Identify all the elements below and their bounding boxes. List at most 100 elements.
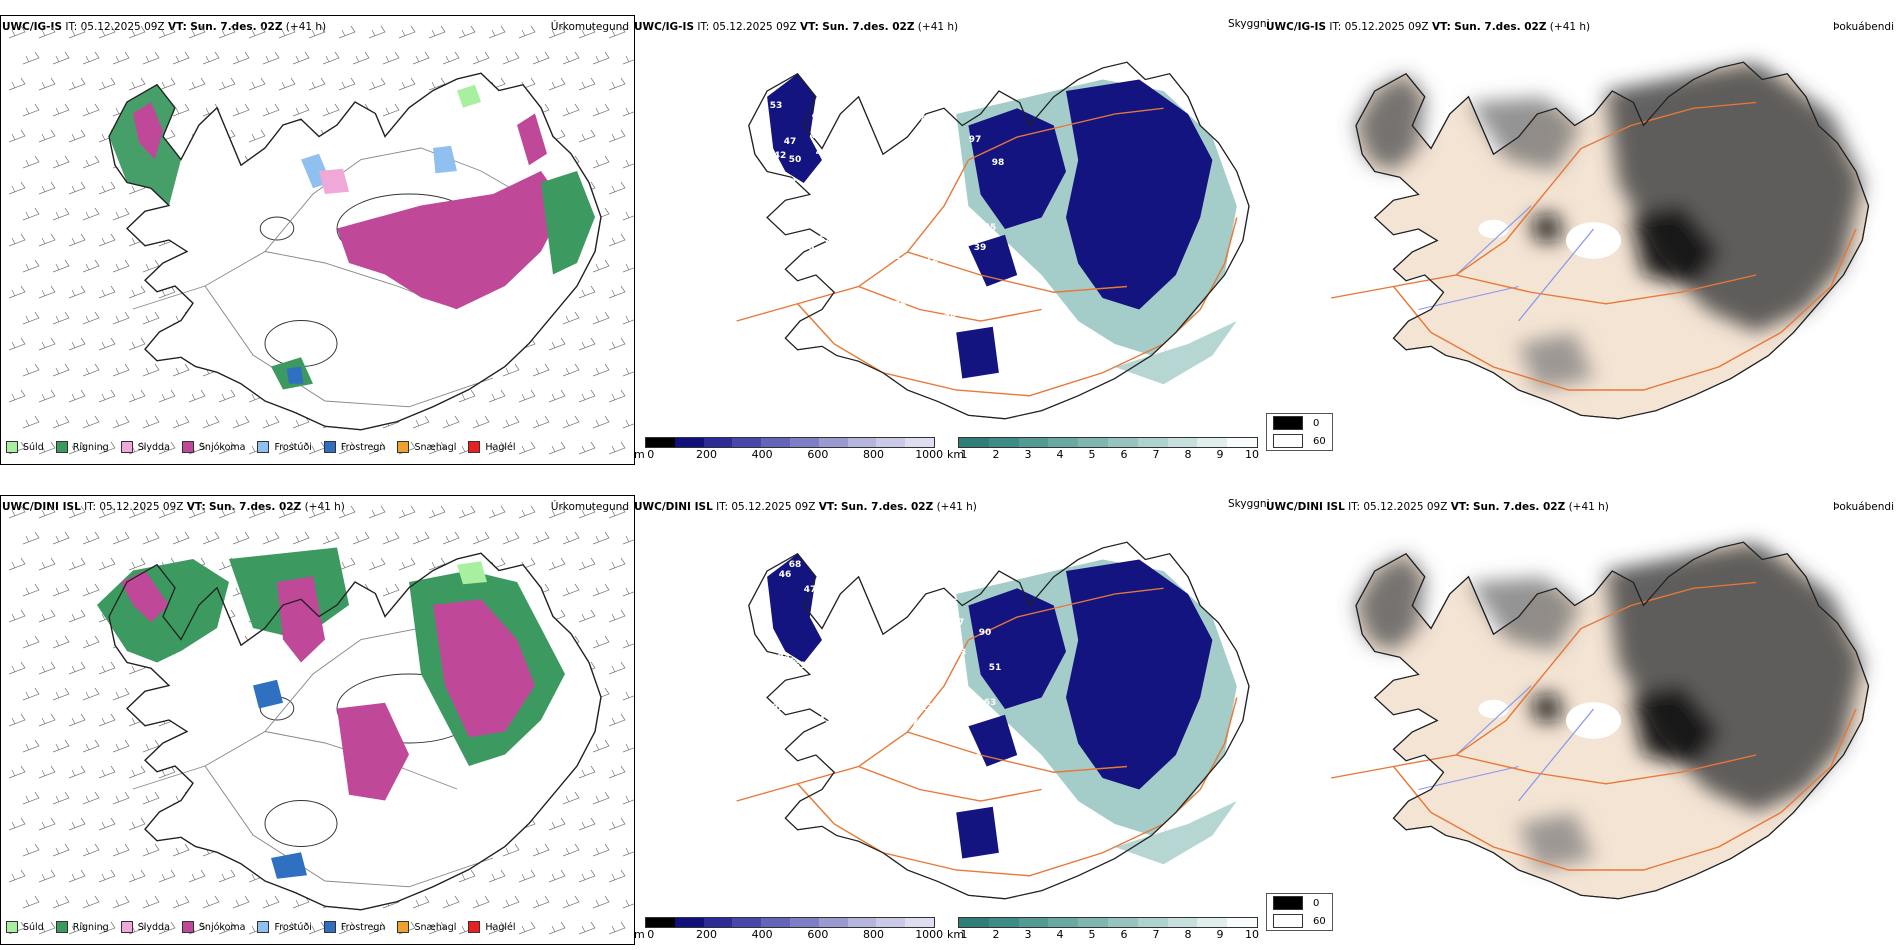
vis-height-label: 55 bbox=[854, 558, 867, 568]
colorbar-strip bbox=[958, 917, 1258, 928]
fog-legend-label: 0 bbox=[1313, 417, 1320, 429]
wind-barb bbox=[532, 363, 550, 377]
vis-height-label: 40 bbox=[962, 273, 975, 283]
wind-barb bbox=[128, 389, 146, 403]
colorbar-segment bbox=[789, 438, 819, 447]
sleet-area bbox=[319, 168, 349, 194]
vis-height-label: 63 bbox=[984, 698, 997, 708]
fog-index-area bbox=[1631, 686, 1719, 767]
wind-barb bbox=[562, 415, 580, 429]
wind-barb bbox=[68, 609, 86, 623]
legend-item: Rigning bbox=[55, 441, 109, 453]
wind-barb bbox=[172, 51, 190, 65]
legend-label: Snæhagl bbox=[414, 441, 457, 453]
vis-height-label: 67 bbox=[952, 618, 965, 628]
colorbar-segment bbox=[1018, 438, 1049, 447]
wind-barb bbox=[112, 363, 130, 377]
legend-item: Snjókoma bbox=[181, 441, 245, 453]
wind-barb bbox=[308, 505, 326, 519]
wind-barb bbox=[38, 817, 56, 831]
colorbar-tick-label: 4 bbox=[1056, 448, 1064, 461]
wind-barb bbox=[68, 389, 86, 403]
wind-barb bbox=[38, 713, 56, 727]
wind-barb bbox=[488, 505, 506, 519]
vis-height-label: 84 bbox=[939, 293, 952, 303]
fog-legend-swatch bbox=[1273, 416, 1303, 430]
wind-barb bbox=[262, 51, 280, 65]
iceland-coast bbox=[1355, 541, 1870, 900]
wind-barb bbox=[98, 505, 116, 519]
drizzle-area bbox=[457, 561, 488, 585]
vis-height-label: 45 bbox=[809, 175, 822, 185]
wind-barb bbox=[518, 869, 536, 883]
model-name: UWC/IG-IS bbox=[2, 21, 63, 33]
wind-barb bbox=[172, 103, 190, 117]
wind-barb bbox=[608, 661, 626, 675]
colorbar-segment bbox=[876, 438, 906, 447]
fog-legend-row: 60 bbox=[1267, 912, 1332, 930]
legend-label: Snjókoma bbox=[198, 921, 246, 933]
wind-barb bbox=[548, 441, 566, 455]
wind-barb bbox=[158, 921, 176, 935]
wind-barb bbox=[338, 557, 356, 571]
road-network bbox=[736, 107, 1238, 397]
wind-barb bbox=[578, 285, 596, 299]
colorbar-strip bbox=[645, 917, 935, 928]
legend-item: Frostregn bbox=[323, 921, 385, 933]
wind-barb bbox=[518, 389, 536, 403]
vis-height-label: 52 bbox=[663, 656, 676, 666]
vis-height-label: 49 bbox=[902, 143, 915, 153]
wind-barb bbox=[172, 363, 190, 377]
wind-barb bbox=[128, 25, 146, 39]
it-value: 05.12.2025 09Z bbox=[712, 21, 797, 33]
wind-barb bbox=[398, 505, 416, 519]
wind-barb bbox=[188, 505, 206, 519]
wind-barb bbox=[262, 103, 280, 117]
fog-legend-label: 60 bbox=[1313, 435, 1326, 447]
wind-barb bbox=[592, 259, 610, 273]
iceland-coast bbox=[748, 61, 1250, 420]
vis-height-label: 55 bbox=[984, 223, 997, 233]
wind-barb bbox=[592, 103, 610, 117]
vis-height-label: 42 bbox=[774, 151, 787, 161]
colorbar-tick-label: 6 bbox=[1120, 928, 1128, 941]
fog-map-1 bbox=[1266, 35, 1896, 435]
wind-barb bbox=[548, 869, 566, 883]
wind-barb bbox=[502, 415, 520, 429]
wind-barb bbox=[82, 363, 100, 377]
wind-barb bbox=[458, 389, 476, 403]
legend-swatch bbox=[6, 441, 18, 453]
vis-height-label: 64 bbox=[884, 103, 897, 113]
precip-map-svg-2 bbox=[8, 505, 634, 935]
fog-index-area bbox=[1531, 211, 1563, 243]
wind-barb bbox=[622, 899, 634, 909]
wind-barb bbox=[548, 389, 566, 403]
wind-barb bbox=[548, 505, 566, 519]
wind-barb bbox=[22, 51, 40, 65]
colorbar-tick-label: 200 bbox=[695, 928, 717, 941]
wind-barb bbox=[128, 817, 146, 831]
wind-barb bbox=[368, 441, 386, 455]
wind-barb bbox=[98, 869, 116, 883]
wind-barb bbox=[548, 77, 566, 91]
vis-height-label: 48 bbox=[949, 101, 962, 111]
legend-swatch bbox=[323, 921, 336, 933]
vis-height-label: 92 bbox=[772, 703, 785, 713]
wind-barb bbox=[68, 869, 86, 883]
vis-height-label: 39 bbox=[769, 353, 782, 363]
legend-label: Haglél bbox=[485, 441, 516, 453]
vis-height-label: 60 bbox=[924, 183, 937, 193]
colorbar-tick-label: 600 bbox=[807, 448, 829, 461]
wind-barb bbox=[52, 415, 70, 429]
fog-area bbox=[1066, 559, 1213, 790]
wind-barb bbox=[472, 895, 490, 909]
colorbar-strip bbox=[645, 437, 935, 448]
wind-barb bbox=[158, 77, 176, 91]
legend-item: Slydda bbox=[120, 921, 170, 933]
colorbar-segment bbox=[1167, 438, 1198, 447]
legend-swatch bbox=[397, 441, 410, 453]
wind-barb bbox=[412, 51, 430, 65]
colorbar-segment bbox=[1018, 918, 1049, 927]
wind-barb bbox=[142, 791, 160, 805]
wind-barb bbox=[98, 285, 116, 299]
